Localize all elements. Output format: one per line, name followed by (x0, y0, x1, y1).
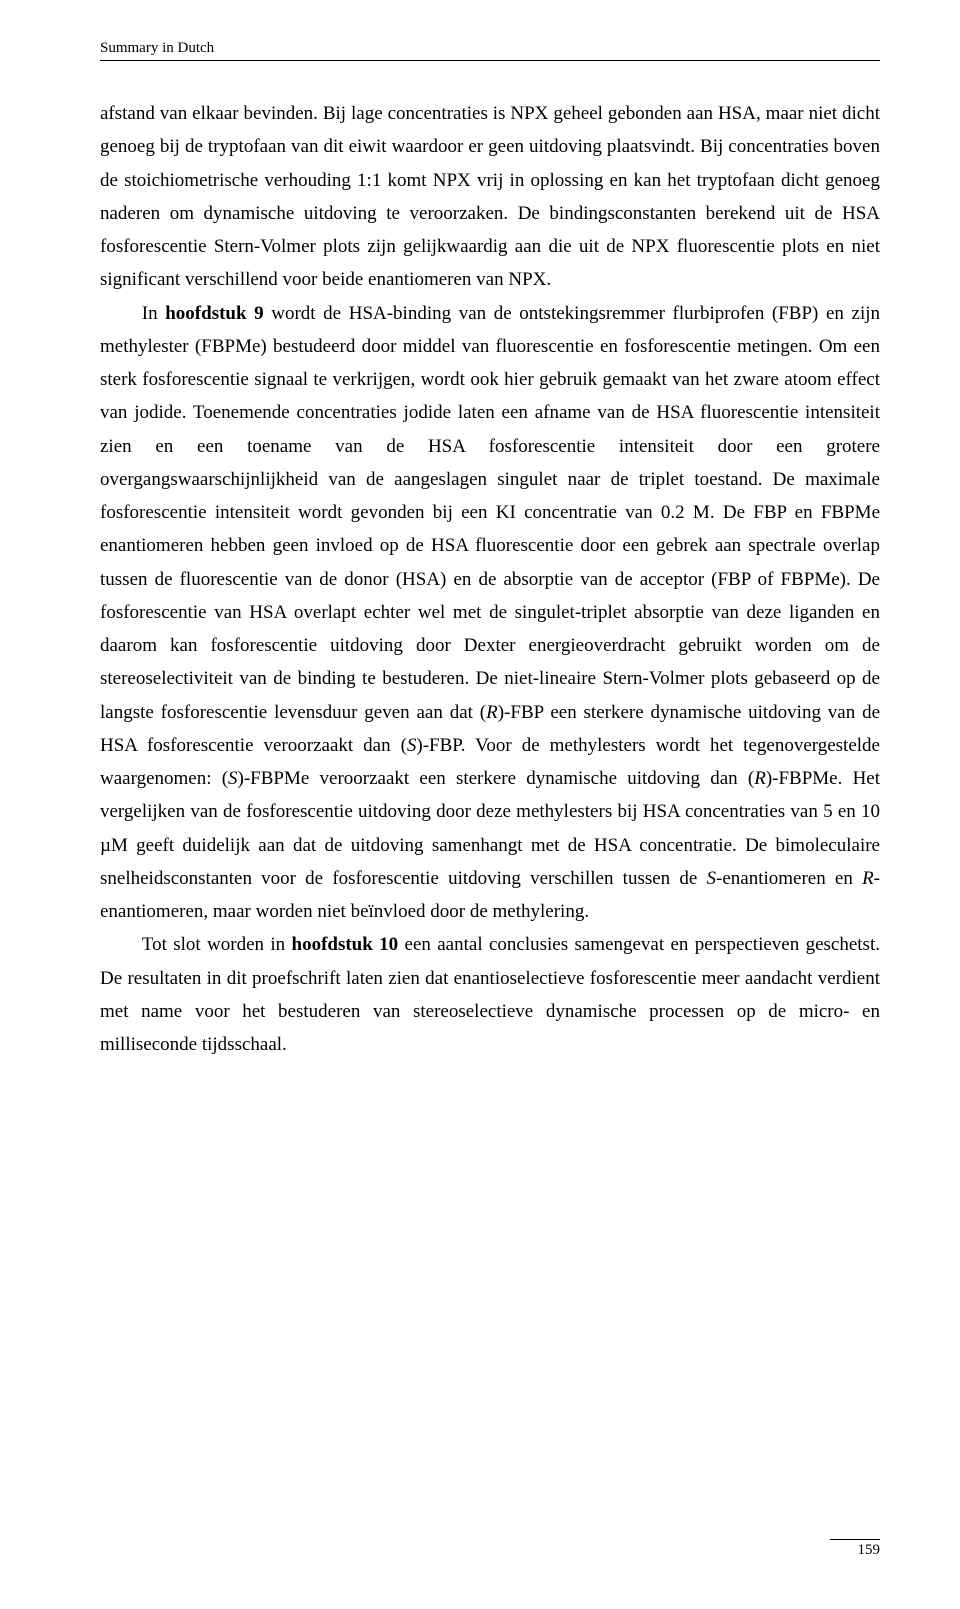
p1-text: afstand van elkaar bevinden. Bij lage co… (100, 103, 880, 290)
paragraph-2: In hoofdstuk 9 wordt de HSA-binding van … (100, 297, 880, 929)
page: Summary in Dutch afstand van elkaar bevi… (0, 0, 960, 1609)
p3-lead: Tot slot worden in (142, 934, 292, 955)
p2-f: -enantiomeren en (716, 868, 862, 889)
p3-chapter-ref: hoofdstuk 10 (292, 934, 399, 955)
p2-chapter-ref: hoofdstuk 9 (165, 303, 263, 324)
p2-lead: In (142, 303, 165, 324)
page-number: 159 (830, 1542, 880, 1559)
p2-it1: R (486, 702, 498, 723)
page-footer: 159 (830, 1539, 880, 1559)
p2-a: wordt de HSA-binding van de ontstekingsr… (100, 303, 880, 723)
running-title: Summary in Dutch (100, 40, 214, 56)
p2-it6: R (862, 868, 874, 889)
p2-it4: R (754, 768, 766, 789)
paragraph-1: afstand van elkaar bevinden. Bij lage co… (100, 97, 880, 297)
p2-it3: S (228, 768, 238, 789)
page-number-rule (830, 1539, 880, 1540)
running-header: Summary in Dutch (100, 40, 880, 61)
body-text: afstand van elkaar bevinden. Bij lage co… (100, 97, 880, 1061)
p2-d: )-FBPMe veroorzaakt een sterkere dynamis… (238, 768, 755, 789)
p2-it5: S (707, 868, 717, 889)
p2-it2: S (407, 735, 417, 756)
paragraph-3: Tot slot worden in hoofdstuk 10 een aant… (100, 928, 880, 1061)
